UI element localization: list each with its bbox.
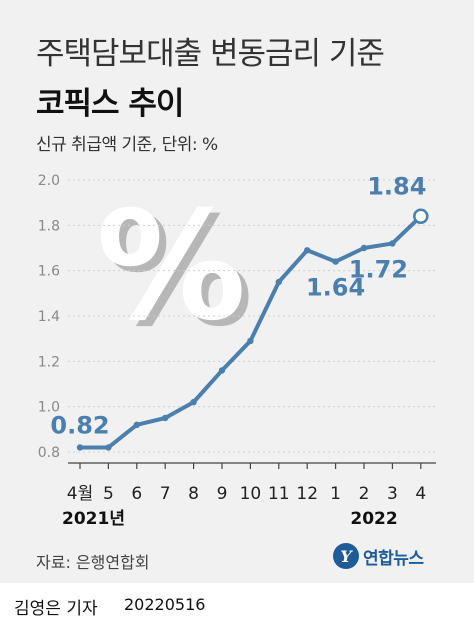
x-tick-label: 9 — [217, 484, 228, 504]
x-tick-label: 6 — [131, 484, 142, 504]
x-tick-label: 3 — [387, 484, 398, 504]
data-point — [275, 278, 282, 286]
data-point — [304, 247, 311, 254]
page-title-line1: 주택담보대출 변동금리 기준 — [36, 36, 385, 72]
data-label: 1.84 — [367, 172, 426, 200]
data-label: 1.72 — [349, 255, 408, 283]
x-tick-label: 5 — [103, 484, 114, 504]
y-tick-label: 1.6 — [38, 264, 60, 280]
data-point — [218, 367, 226, 374]
footer: 김영은 기자 20220516 — [0, 583, 474, 626]
y-tick-label: 2.0 — [38, 173, 60, 189]
data-point — [332, 258, 339, 265]
source-note: 자료: 은행연합회 — [36, 553, 150, 572]
data-point — [133, 421, 140, 428]
koFIX-line-chart: %%0.81.01.21.41.61.82.04월 5 6 7 8 9 10 11 12 1 2 3 4… — [38, 172, 436, 529]
x-tick-label: 11 — [268, 484, 290, 504]
data-point — [190, 398, 197, 406]
data-label: 0.82 — [50, 411, 109, 439]
yonhap-logo: Y 연합뉴스 — [333, 543, 424, 569]
data-point — [162, 414, 169, 422]
x-tick-label: 12 — [296, 484, 318, 504]
y-tick-label: 1.8 — [38, 218, 60, 234]
percent-glyph: % — [96, 180, 246, 354]
data-point — [389, 240, 396, 247]
percent-glyph-shadow: % — [103, 186, 253, 360]
y-tick-label: 0.8 — [38, 445, 60, 461]
x-tick-label: 7 — [160, 484, 171, 504]
x-tick-label: 8 — [188, 484, 199, 504]
y-tick-label: 1.0 — [38, 400, 60, 416]
x-tick-label: 4월 — [67, 484, 93, 504]
data-point — [105, 444, 112, 451]
year-label: 2022 — [350, 509, 397, 529]
publish-date: 20220516 — [124, 595, 206, 614]
y-tick-label: 1.4 — [38, 309, 60, 325]
x-tick-label: 2 — [359, 484, 370, 504]
y-tick-label: 1.2 — [38, 354, 60, 370]
yonhap-logo-icon: Y — [333, 543, 359, 569]
data-point-last — [413, 208, 429, 225]
x-tick-label: 10 — [240, 484, 262, 504]
x-tick-label: 1 — [330, 484, 341, 504]
year-label: 2021년 — [62, 509, 125, 529]
byline: 김영은 기자 — [14, 599, 98, 619]
chart-subtitle: 신규 취급액 기준, 단위: % — [36, 135, 218, 155]
x-tick-label: 4 — [415, 484, 426, 504]
data-point — [247, 337, 254, 345]
data-point — [360, 244, 368, 252]
data-label: 1.64 — [306, 274, 365, 302]
yonhap-logo-text: 연합뉴스 — [363, 548, 424, 569]
page-title-line2: 코픽스 추이 — [36, 86, 184, 122]
data-point — [76, 444, 84, 451]
